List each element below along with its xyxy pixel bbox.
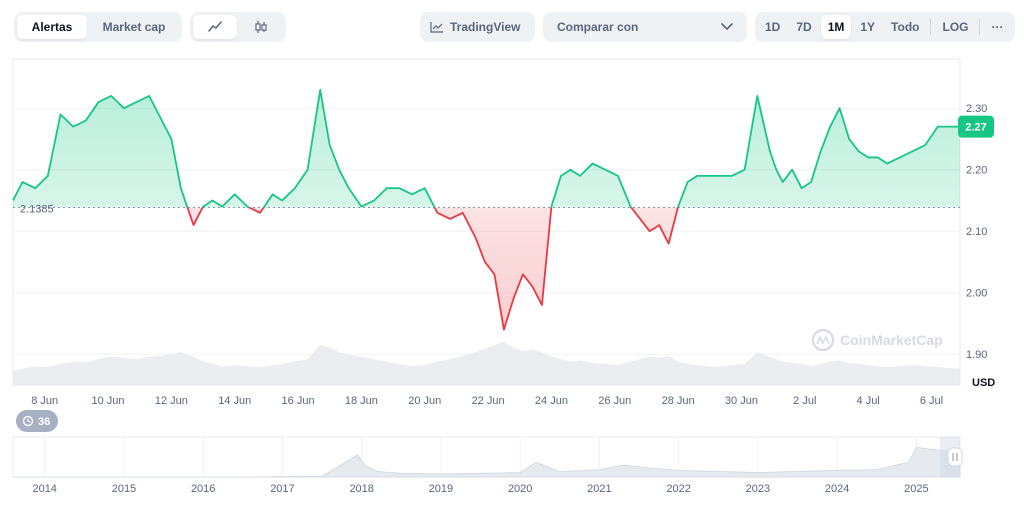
chart-type-toggle <box>190 12 286 42</box>
currency-label: USD <box>972 377 995 389</box>
x-tick-label: 18 Jun <box>345 395 378 407</box>
history-badge-bg <box>16 410 58 432</box>
x-tick-label: 20 Jun <box>408 395 441 407</box>
x-tick-label: 14 Jun <box>218 395 251 407</box>
history-count: 36 <box>38 416 50 428</box>
x-tick-label: 2 Jul <box>793 395 816 407</box>
volume-area <box>13 341 960 385</box>
y-tick-label: 2.20 <box>966 165 987 177</box>
candlestick-icon <box>255 21 267 33</box>
history-badge[interactable]: 36 <box>16 410 58 432</box>
navigator-area <box>13 446 961 478</box>
tradingview-label: TradingView <box>450 20 521 34</box>
x-tick-label: 8 Jun <box>31 395 58 407</box>
navigator-x-tick-label: 2019 <box>429 483 453 495</box>
current-price-badge: 2.27 <box>958 115 994 138</box>
line-chart-button[interactable] <box>193 15 237 39</box>
navigator-x-tick-label: 2021 <box>587 483 611 495</box>
x-tick-label: 6 Jul <box>920 395 943 407</box>
baseline-label: 2.1385 <box>20 204 54 216</box>
chevron-down-icon <box>721 23 733 30</box>
divider <box>979 19 981 35</box>
log-scale-button[interactable]: LOG <box>942 20 969 34</box>
navigator-x-tick-label: 2017 <box>270 483 294 495</box>
x-tick-label: 12 Jun <box>155 395 188 407</box>
history-icon-hands <box>27 418 31 423</box>
price-line <box>12 88 960 331</box>
navigator-frame <box>12 436 961 478</box>
navigator-x-tick-label: 2018 <box>349 483 373 495</box>
timeframe-1d[interactable]: 1D <box>765 20 781 34</box>
coinmarketcap-logo-mark <box>816 335 830 345</box>
x-tick-label: 22 Jun <box>472 395 505 407</box>
navigator-x-tick-label: 2016 <box>191 483 215 495</box>
price-line-down <box>186 207 679 331</box>
compare-label: Comparar con <box>557 20 639 34</box>
x-tick-label: 28 Jun <box>662 395 695 407</box>
volume-area-fill <box>13 341 960 385</box>
trend-chart-icon <box>430 22 443 33</box>
price-area-up <box>13 89 960 208</box>
candlestick-button[interactable] <box>239 15 283 39</box>
y-axis: 1.90 2.00 2.10 2.20 2.30 <box>966 103 987 361</box>
x-tick-label: 16 Jun <box>282 395 315 407</box>
timeframe-selector: 1D 7D 1M 1Y Todo LOG ··· <box>755 12 1015 42</box>
y-tick-label: 1.90 <box>966 349 987 361</box>
timeframe-1y[interactable]: 1Y <box>860 20 876 34</box>
more-options-button[interactable]: ··· <box>991 20 1004 34</box>
history-icon <box>22 415 34 427</box>
line-chart-icon <box>208 21 222 32</box>
divider <box>930 19 932 35</box>
navigator-handle[interactable] <box>947 447 963 467</box>
navigator-chart <box>13 437 961 478</box>
navigator-x-tick-label: 2025 <box>904 483 928 495</box>
navigator-x-tick-label: 2015 <box>112 483 136 495</box>
view-tabs: Alertas Market cap <box>14 12 182 42</box>
y-tick-label: 2.10 <box>966 226 987 238</box>
navigator-x-tick-label: 2022 <box>666 483 690 495</box>
y-tick-label: 2.00 <box>966 288 987 300</box>
x-tick-label: 10 Jun <box>92 395 125 407</box>
tradingview-button[interactable]: TradingView <box>420 12 535 42</box>
price-line-up <box>12 88 960 208</box>
compare-dropdown[interactable]: Comparar con <box>543 12 747 42</box>
navigator-x-tick-label: 2020 <box>508 483 532 495</box>
navigator-handle-bg <box>947 447 963 467</box>
price-area-fill <box>13 89 960 330</box>
tab-alertas[interactable]: Alertas <box>17 15 87 39</box>
x-tick-label: 26 Jun <box>598 395 631 407</box>
x-tick-label: 30 Jun <box>725 395 758 407</box>
x-tick-label: 24 Jun <box>535 395 568 407</box>
navigator-x-axis: 2014 2015 2016 2017 2018 2019 2020 2021 2022 2023… <box>32 483 928 495</box>
timeframe-7d[interactable]: 7D <box>796 20 812 34</box>
navigator-x-tick-label: 2023 <box>746 483 770 495</box>
coinmarketcap-watermark: CoinMarketCap <box>811 328 943 352</box>
navigator-x-tick-label: 2014 <box>32 483 56 495</box>
watermark-text: CoinMarketCap <box>840 332 943 348</box>
current-price-label: 2.27 <box>965 122 986 134</box>
timeframe-todo[interactable]: Todo <box>891 20 920 34</box>
y-tick-label: 2.30 <box>966 103 987 115</box>
x-axis: 8 Jun 10 Jun 12 Jun 14 Jun 16 Jun 18 Jun 20 Ju… <box>31 395 943 407</box>
navigator-x-tick-label: 2024 <box>825 483 849 495</box>
timeframe-1m[interactable]: 1M <box>820 15 852 39</box>
tab-market-cap[interactable]: Market cap <box>102 20 166 34</box>
coinmarketcap-logo-icon <box>811 328 835 352</box>
current-price-badge-bg <box>958 115 994 138</box>
x-tick-label: 4 Jul <box>857 395 880 407</box>
